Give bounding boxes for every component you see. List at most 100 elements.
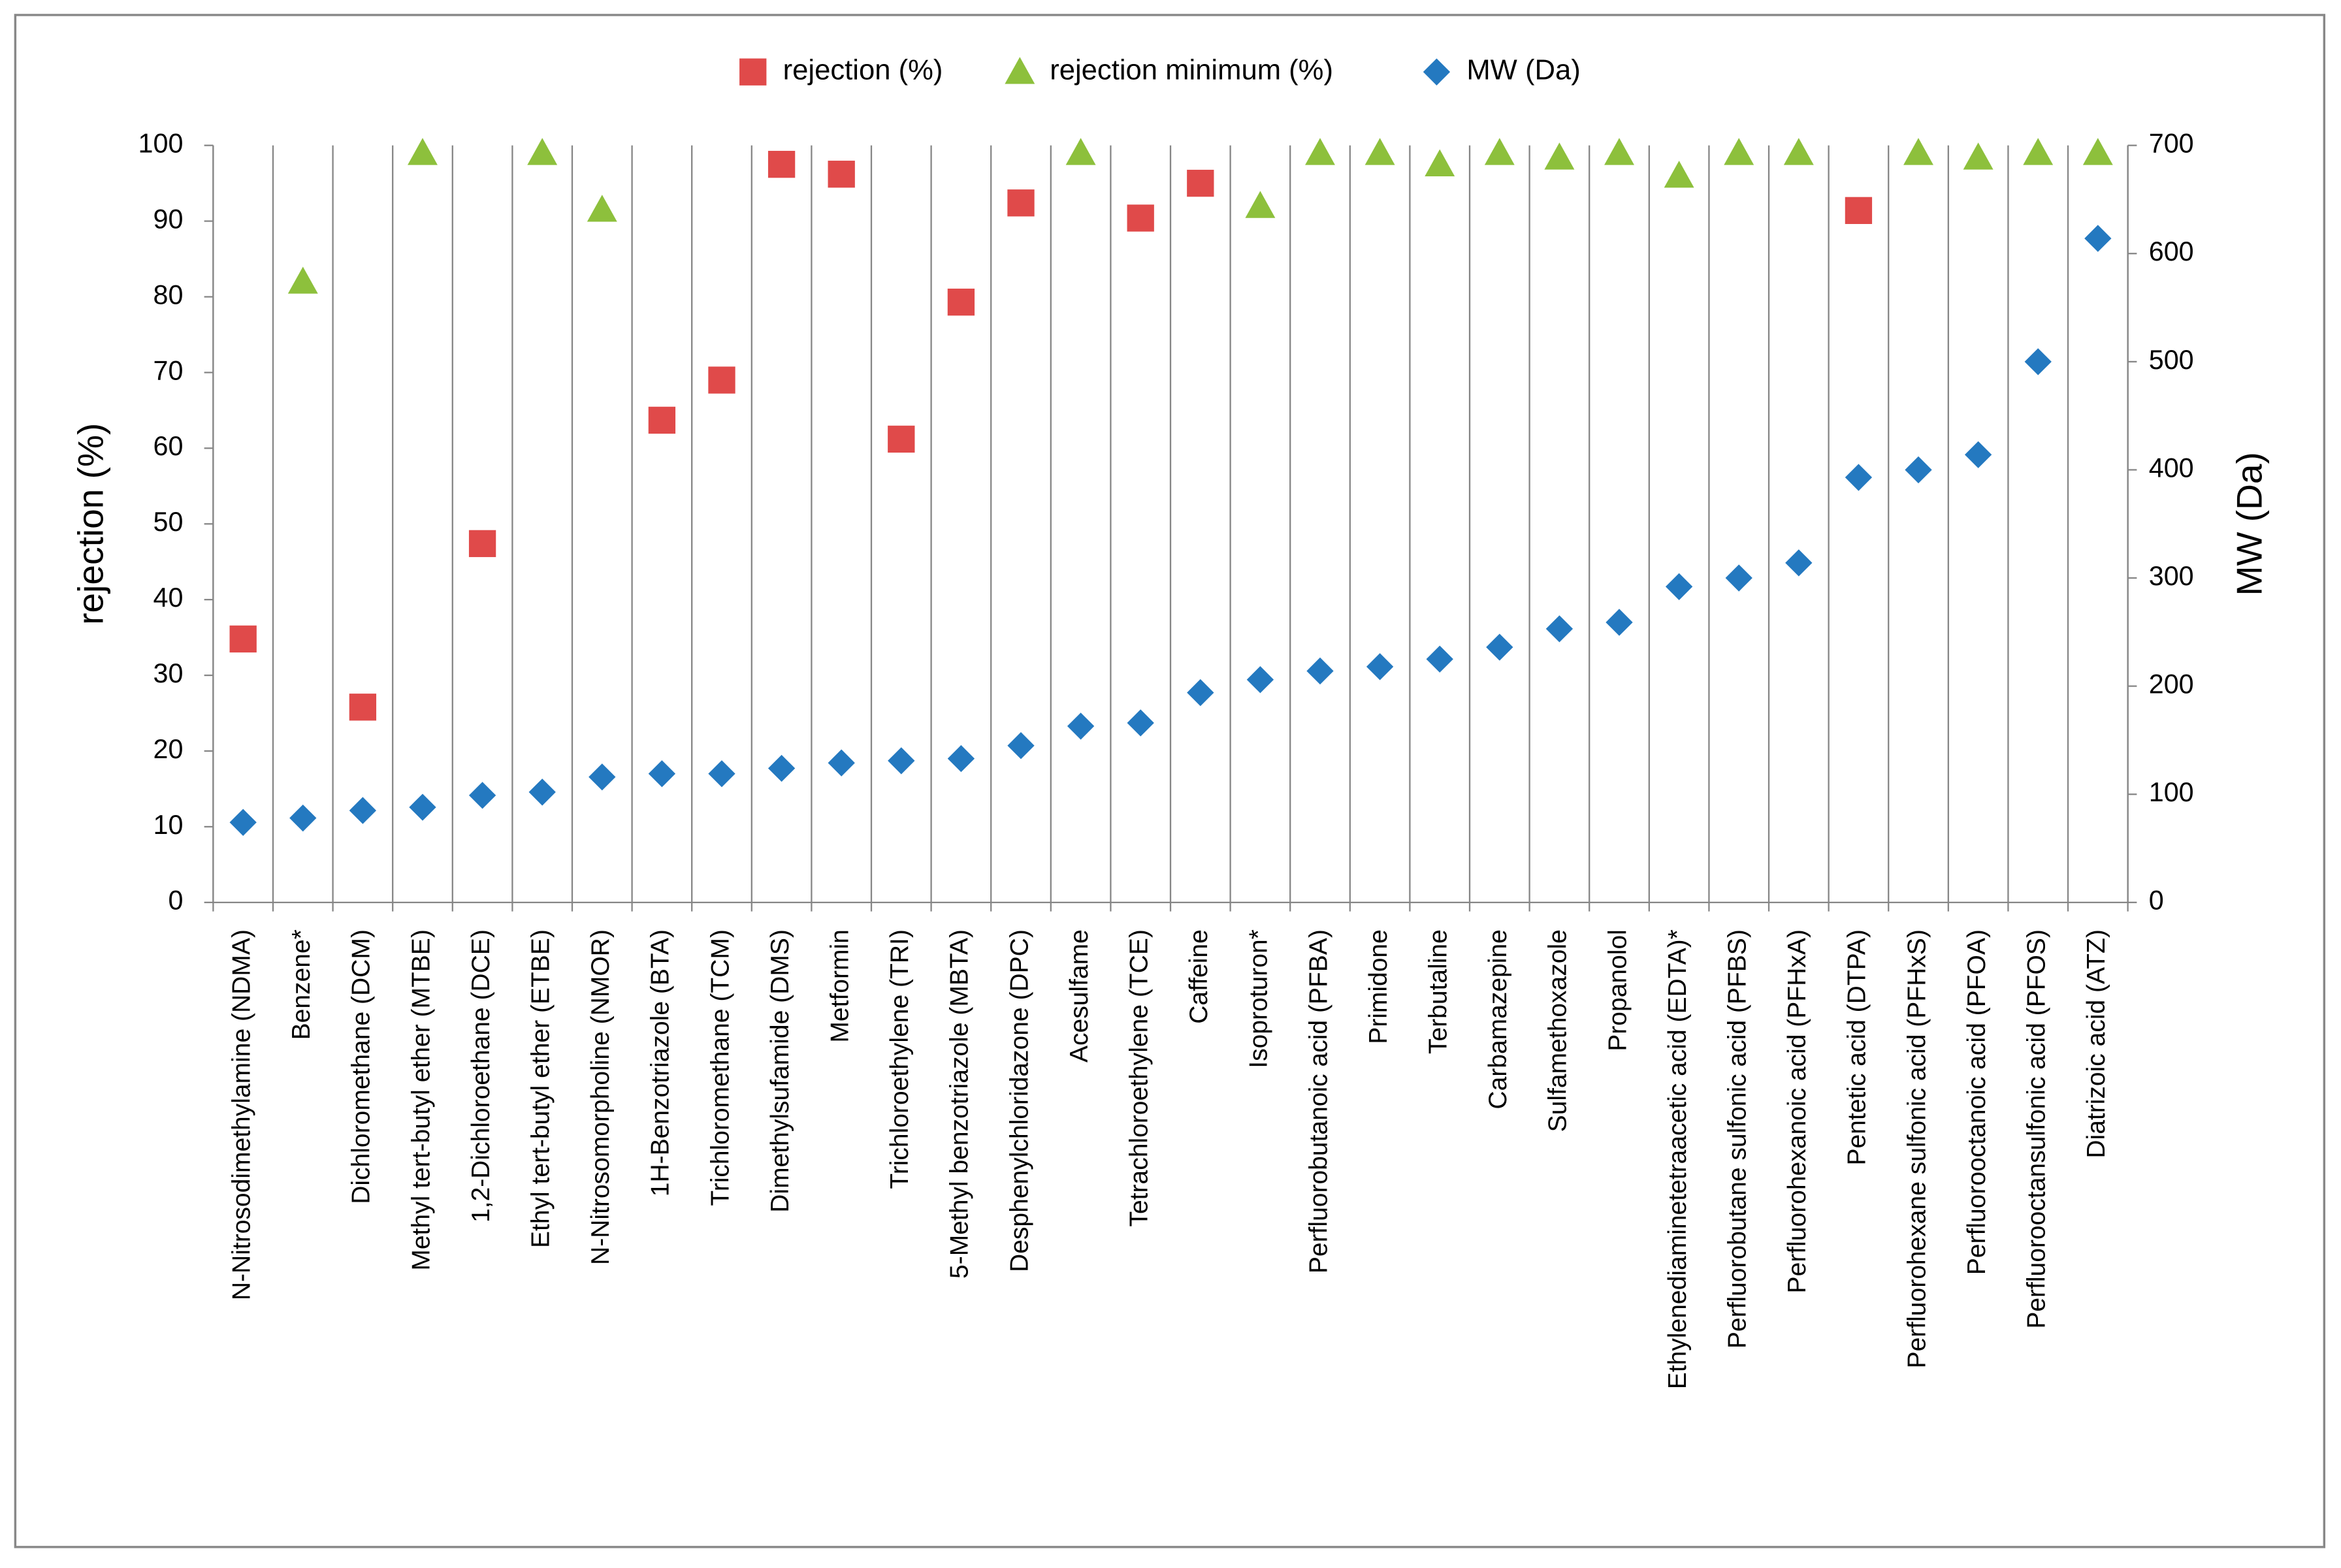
x-tick-label: Diatrizoic acid (ATZ): [2082, 929, 2110, 1158]
y-tick-label: 90: [153, 204, 184, 234]
x-tick-label: Ethylenediaminetetraacetic acid (EDTA)*: [1664, 929, 1692, 1389]
x-tick-label: Primidone: [1364, 929, 1393, 1044]
x-tick-label: Tetrachloroethylene (TCE): [1125, 929, 1154, 1226]
point: [587, 195, 617, 222]
point: [1544, 142, 1575, 170]
point: [1187, 679, 1214, 707]
point: [1724, 138, 1754, 165]
point: [767, 754, 796, 782]
point: [708, 366, 735, 394]
x-tick-label: Acesulfame: [1065, 929, 1093, 1063]
point: [528, 778, 556, 806]
x-tick-label: Perfluorohexanoic acid (PFHxA): [1783, 929, 1811, 1293]
y-axis-label: rejection (%): [70, 423, 110, 625]
point: [1545, 615, 1574, 643]
y-tick-label: 50: [153, 507, 184, 537]
point: [229, 808, 257, 836]
point: [1486, 633, 1513, 661]
point: [468, 530, 496, 558]
y2-tick-label: 100: [2149, 777, 2194, 807]
point: [408, 138, 438, 165]
x-tick-label: 1H-Benzotriazole (BTA): [647, 929, 675, 1196]
y2-tick-label: 600: [2149, 236, 2194, 266]
point: [1364, 138, 1395, 165]
y2-tick-label: 300: [2149, 561, 2194, 591]
point: [947, 744, 975, 773]
x-tick-label: Dichloromethane (DCM): [347, 929, 376, 1204]
x-tick-label: Perfluorooctansulfonic acid (PFOS): [2023, 929, 2051, 1329]
point: [1964, 441, 1992, 468]
point: [2082, 138, 2113, 165]
y2-tick-label: 500: [2149, 345, 2194, 375]
point: [1905, 456, 1932, 484]
y2-tick-label: 700: [2149, 129, 2194, 159]
y-tick-label: 100: [138, 129, 184, 159]
x-tick-label: Propanolol: [1604, 929, 1632, 1051]
point: [409, 793, 436, 821]
point: [1903, 138, 1933, 165]
point: [1426, 645, 1453, 673]
point: [1007, 732, 1035, 760]
x-tick-label: Isoproturon*: [1245, 929, 1273, 1068]
legend-label: rejection minimum (%): [1050, 55, 1333, 86]
point: [1187, 169, 1214, 197]
x-tick-label: Terbutaline: [1425, 929, 1453, 1054]
point: [648, 406, 676, 434]
point: [1127, 709, 1154, 737]
point: [468, 782, 496, 809]
x-tick-label: Metformin: [826, 929, 854, 1042]
point: [888, 425, 915, 453]
y2-tick-label: 200: [2149, 669, 2194, 699]
point: [287, 266, 318, 294]
y2-tick-label: 400: [2149, 453, 2194, 483]
point: [1785, 549, 1813, 577]
point: [2024, 348, 2052, 376]
y-tick-label: 70: [153, 355, 184, 385]
y-tick-label: 10: [153, 810, 184, 840]
point: [1604, 138, 1634, 165]
point: [828, 749, 855, 776]
legend-marker: [1423, 58, 1451, 86]
x-tick-label: 1,2-Dichloroethane (DCE): [467, 929, 495, 1223]
point: [2023, 138, 2054, 165]
x-tick-label: Perfluorobutane sulfonic acid (PFBS): [1724, 929, 1752, 1349]
point: [1783, 138, 1814, 165]
x-tick-label: Pentetic acid (DTPA): [1843, 929, 1871, 1165]
point: [349, 694, 377, 721]
x-tick-label: Perfluorobutanoic acid (PFBA): [1304, 929, 1332, 1273]
point: [1963, 142, 1994, 170]
y-tick-label: 80: [153, 280, 184, 310]
point: [1725, 564, 1752, 592]
y-tick-label: 0: [169, 886, 184, 916]
point: [1484, 138, 1515, 165]
point: [1845, 197, 1873, 225]
y2-axis-label: MW (Da): [2229, 452, 2270, 596]
x-tick-label: Carbamazepine: [1484, 929, 1512, 1109]
x-tick-label: Trichloroethylene (TRI): [886, 929, 914, 1189]
point: [527, 138, 558, 165]
point: [1007, 189, 1035, 217]
point: [947, 288, 975, 316]
x-tick-label: Perfluorooctanoic acid (PFOA): [1963, 929, 1991, 1275]
y2-tick-label: 0: [2149, 886, 2164, 916]
x-tick-label: Desphenylchloridazone (DPC): [1005, 929, 1033, 1272]
x-tick-label: Dimethylsufamide (DMS): [766, 929, 794, 1213]
x-tick-label: N-Nitrosodimethylamine (NDMA): [227, 929, 255, 1300]
point: [1606, 609, 1633, 636]
point: [888, 747, 915, 775]
x-tick-label: Benzene*: [287, 929, 315, 1040]
x-tick-label: Methyl tert-butyl ether (MTBE): [407, 929, 435, 1271]
x-tick-label: Sulfamethoxazole: [1544, 929, 1572, 1132]
x-tick-label: N-Nitrosomorpholine (NMOR): [587, 929, 615, 1265]
point: [1305, 138, 1335, 165]
point: [828, 161, 855, 188]
legend-marker: [1005, 57, 1035, 84]
legend-label: rejection (%): [783, 55, 943, 86]
point: [229, 625, 257, 653]
legend-marker: [739, 58, 767, 86]
point: [1245, 191, 1276, 218]
legend-label: MW (Da): [1466, 55, 1580, 86]
point: [1127, 204, 1154, 232]
